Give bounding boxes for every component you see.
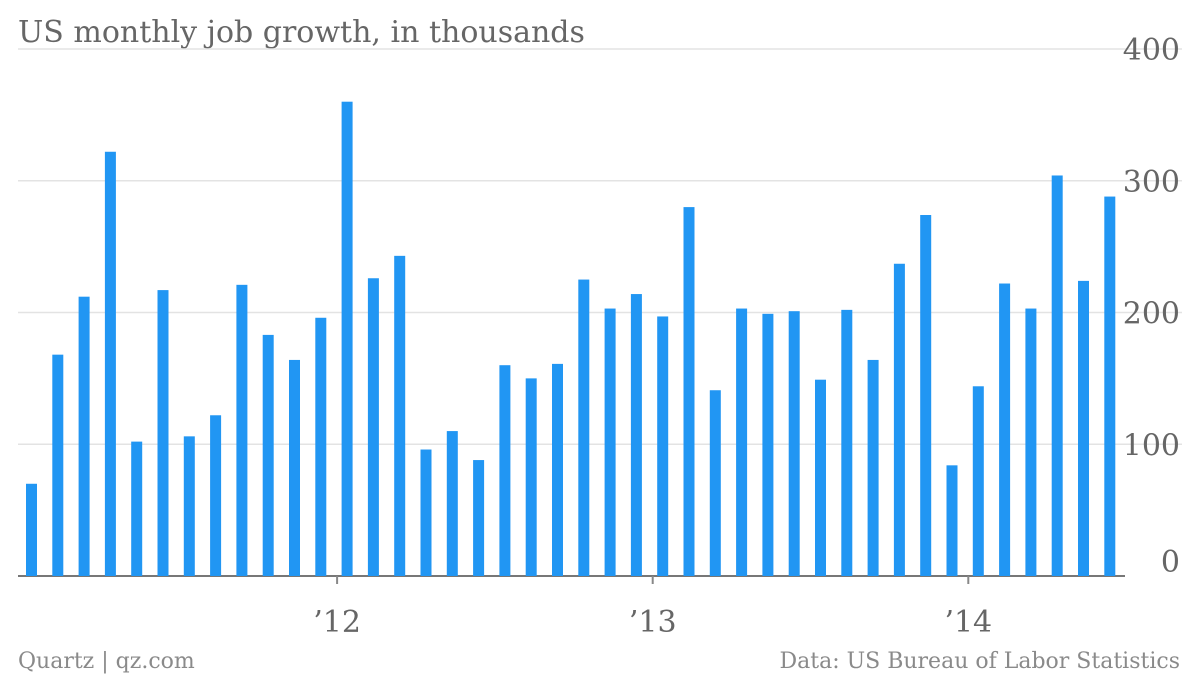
bar-2012-11 — [604, 308, 616, 576]
bar-2014-02 — [999, 283, 1011, 576]
bar-2011-02 — [52, 354, 64, 576]
bar-2012-02 — [367, 278, 379, 576]
bar-2013-04 — [736, 308, 748, 576]
x-axis-ticks: ’12 ’13 ’14 — [313, 576, 992, 640]
y-tick-label-400: 400 — [1123, 33, 1180, 68]
bar-2011-09 — [236, 284, 248, 576]
bar-2011-04 — [104, 151, 116, 576]
y-axis-ticks: 0 100 200 300 400 — [1123, 33, 1180, 580]
bar-2011-11 — [289, 359, 300, 576]
bars — [26, 101, 1116, 577]
bar-2012-07 — [499, 365, 511, 576]
bar-2012-10 — [578, 279, 590, 576]
bar-2014-06 — [1104, 196, 1116, 576]
bar-2011-07 — [183, 436, 195, 576]
bar-2014-04 — [1051, 175, 1063, 577]
bar-2013-11 — [920, 215, 932, 576]
bar-2012-01 — [341, 101, 353, 576]
bar-2013-03 — [709, 390, 721, 576]
bar-2012-08 — [525, 378, 537, 576]
bar-2012-03 — [394, 255, 406, 576]
bar-2012-04 — [420, 449, 432, 576]
bar-2013-06 — [788, 311, 800, 576]
bar-2013-02 — [683, 207, 695, 576]
bar-2012-09 — [552, 363, 563, 576]
y-tick-label-300: 300 — [1123, 165, 1180, 200]
x-tick-label-2012-01: ’12 — [313, 605, 361, 640]
chart-title: US monthly job growth, in thousands — [18, 15, 585, 50]
bar-2011-08 — [210, 415, 222, 576]
bar-2014-03 — [1025, 308, 1037, 576]
bar-2013-07 — [815, 379, 826, 576]
source-left: Quartz | qz.com — [18, 649, 195, 674]
y-tick-label-100: 100 — [1123, 428, 1180, 463]
bar-2011-05 — [131, 441, 143, 576]
bar-2013-09 — [867, 359, 879, 576]
bar-2011-10 — [262, 334, 274, 576]
bar-2013-12 — [946, 465, 958, 576]
x-tick-label-2013-01: ’13 — [629, 605, 677, 640]
source-right: Data: US Bureau of Labor Statistics — [779, 649, 1180, 674]
bar-2014-05 — [1078, 280, 1089, 576]
bar-2013-01 — [657, 316, 669, 576]
bar-2013-05 — [762, 313, 774, 576]
bar-2012-12 — [630, 294, 642, 576]
bar-2013-08 — [841, 309, 853, 576]
bar-2013-10 — [893, 263, 905, 576]
bar-2012-06 — [473, 460, 485, 576]
y-tick-label-0: 0 — [1161, 545, 1180, 580]
bar-2011-03 — [78, 296, 90, 576]
bar-2011-01 — [26, 483, 37, 576]
bar-2011-06 — [157, 290, 169, 576]
bar-2014-01 — [972, 386, 984, 576]
y-tick-label-200: 200 — [1123, 297, 1180, 332]
bar-2011-12 — [315, 317, 327, 576]
gridlines — [18, 48, 1182, 577]
x-tick-label-2014-01: ’14 — [944, 605, 992, 640]
bar-2012-05 — [446, 431, 458, 576]
